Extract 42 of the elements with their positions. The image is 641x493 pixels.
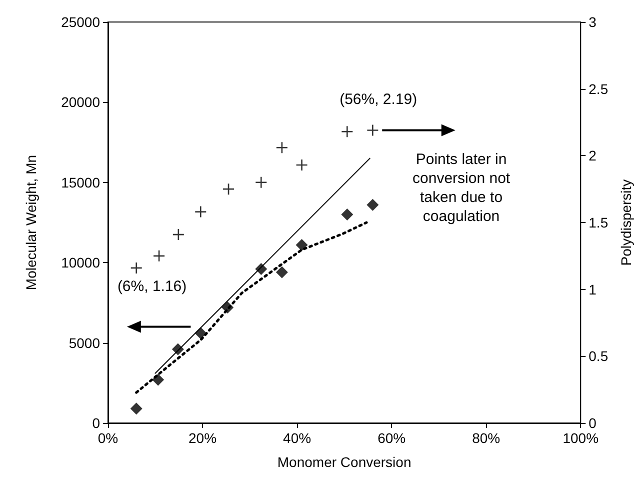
point bbox=[152, 374, 164, 386]
y2-tick-label: 0.5 bbox=[588, 348, 608, 364]
y2-tick-label: 0 bbox=[588, 415, 597, 431]
y2-tick-label: 1.5 bbox=[588, 214, 608, 230]
x-tick-label: 60% bbox=[378, 430, 406, 446]
annotation: (6%, 1.16) bbox=[117, 276, 187, 296]
point bbox=[296, 238, 308, 251]
y-tick-label: 25000 bbox=[61, 14, 100, 30]
x-axis-title: Monomer Conversion bbox=[277, 454, 412, 470]
x-tick-label: 40% bbox=[283, 430, 312, 446]
y2-tick-label: 1 bbox=[588, 281, 597, 298]
y2-tick-label: 2 bbox=[588, 148, 597, 164]
point bbox=[276, 266, 288, 278]
y-tick-label: 10000 bbox=[61, 254, 100, 271]
y-tick-label: 15000 bbox=[61, 174, 100, 190]
point bbox=[255, 263, 268, 276]
point bbox=[296, 160, 308, 171]
annotation: Points later in conversion not taken due to coagulation bbox=[412, 150, 512, 226]
annotation: (56%, 2.19) bbox=[340, 90, 418, 110]
point bbox=[172, 343, 184, 356]
point bbox=[366, 198, 379, 211]
point bbox=[256, 176, 267, 188]
point bbox=[195, 206, 206, 218]
point bbox=[276, 142, 288, 154]
y-tick-label: 0 bbox=[92, 415, 100, 431]
x-tick-label: 100% bbox=[562, 430, 599, 446]
point bbox=[130, 262, 142, 274]
point bbox=[130, 402, 142, 415]
y-axis-title: Molecular Weight, Mn bbox=[23, 154, 39, 290]
point bbox=[222, 302, 234, 314]
point bbox=[194, 327, 207, 340]
point bbox=[367, 124, 378, 136]
point bbox=[342, 126, 353, 138]
y2-axis-title: Polydispersity bbox=[618, 179, 634, 266]
y2-tick-label: 3 bbox=[588, 14, 597, 30]
y-tick-label: 5000 bbox=[68, 334, 100, 351]
x-tick-label: 80% bbox=[472, 430, 500, 446]
x-tick-label: 0% bbox=[98, 430, 118, 446]
point bbox=[341, 208, 354, 220]
y-tick-label: 20000 bbox=[61, 94, 100, 110]
x-tick-label: 20% bbox=[188, 430, 217, 446]
y2-tick-label: 2.5 bbox=[588, 80, 608, 97]
